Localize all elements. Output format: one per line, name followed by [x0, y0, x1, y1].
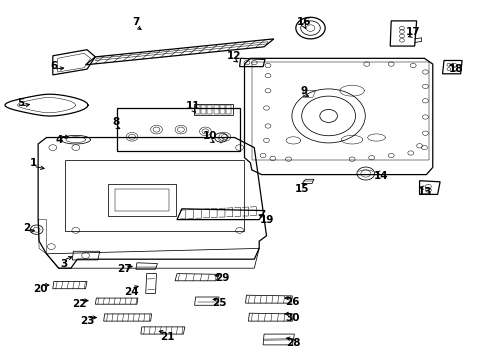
Text: 26: 26	[285, 297, 299, 307]
Text: 4: 4	[56, 135, 63, 145]
Text: 2: 2	[23, 222, 30, 233]
Text: 23: 23	[80, 316, 94, 326]
Text: 16: 16	[296, 17, 311, 27]
Text: 9: 9	[300, 86, 307, 96]
Text: 7: 7	[132, 17, 140, 27]
Text: 25: 25	[211, 298, 226, 308]
Text: 20: 20	[33, 284, 47, 294]
Text: 14: 14	[373, 171, 388, 181]
Text: 10: 10	[203, 131, 217, 141]
Text: 18: 18	[447, 64, 462, 74]
Text: 17: 17	[405, 27, 420, 37]
Text: 13: 13	[417, 186, 432, 197]
Text: 6: 6	[50, 60, 57, 71]
Text: 24: 24	[123, 287, 138, 297]
Text: 27: 27	[117, 264, 132, 274]
Text: 30: 30	[285, 312, 299, 323]
Text: 29: 29	[215, 273, 229, 283]
Text: 28: 28	[285, 338, 300, 348]
Text: 22: 22	[72, 299, 86, 309]
Text: 8: 8	[112, 117, 119, 127]
Text: 3: 3	[60, 258, 67, 269]
Text: 11: 11	[185, 101, 200, 111]
Text: 19: 19	[259, 215, 273, 225]
Text: 12: 12	[226, 51, 241, 61]
Text: 5: 5	[17, 98, 24, 108]
Text: 1: 1	[30, 158, 37, 168]
Text: 15: 15	[294, 184, 309, 194]
Text: 21: 21	[160, 332, 174, 342]
